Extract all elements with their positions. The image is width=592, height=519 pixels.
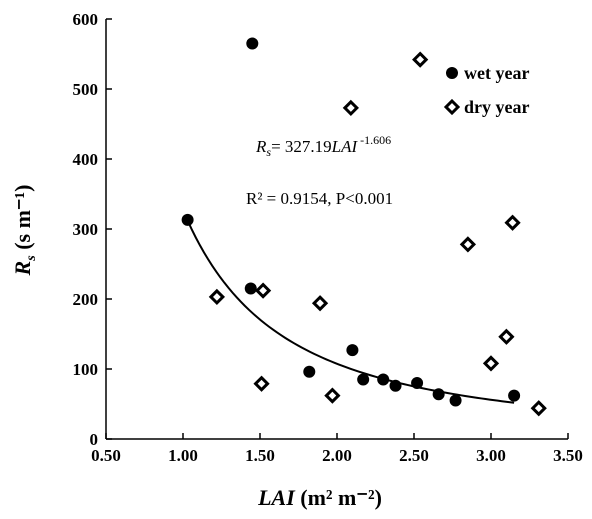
dry-year-point <box>459 236 477 253</box>
dry-year-point <box>342 99 359 117</box>
fit-curve <box>186 220 515 404</box>
wet-year-point <box>181 213 194 226</box>
dry-year-point <box>253 375 270 392</box>
legend-dry-year-label: dry year <box>464 97 529 117</box>
x-tick-label: 2.50 <box>399 446 429 465</box>
wet-year-point <box>377 373 390 386</box>
legend-dry-year-marker <box>443 98 461 116</box>
wet-year-point <box>244 282 257 295</box>
wet-year-point <box>246 37 259 50</box>
y-tick-label: 0 <box>90 430 99 449</box>
legend: wet year dry year <box>443 63 529 117</box>
fit-equation: Rs= 327.19LAI -1.606 <box>255 133 391 159</box>
dry-year-point <box>530 400 547 417</box>
fit-statistics: R² = 0.9154, P<0.001 <box>246 189 393 208</box>
dry-year-point <box>208 288 226 306</box>
dry-year-point <box>311 295 329 312</box>
dry-year-point <box>324 387 341 404</box>
x-tick-label: 3.00 <box>476 446 506 465</box>
dry-year-point <box>254 282 272 299</box>
y-tick-label: 300 <box>73 220 99 239</box>
y-axis-title: Rs (s m⁻¹) <box>10 185 39 277</box>
wet-year-point <box>357 373 370 386</box>
y-tick-label: 500 <box>73 80 99 99</box>
dry-year-point <box>482 355 500 372</box>
y-tick-label: 400 <box>73 150 99 169</box>
wet-year-point <box>432 388 445 401</box>
dry-year-point <box>504 214 521 231</box>
legend-wet-year-label: wet year <box>464 63 529 83</box>
x-tick-label: 2.00 <box>322 446 352 465</box>
dry-year-point <box>412 51 429 68</box>
y-tick-label: 200 <box>73 290 99 309</box>
x-tick-label: 1.50 <box>245 446 275 465</box>
wet-year-point <box>449 394 462 407</box>
data-points <box>181 37 547 417</box>
x-tick-label: 1.00 <box>168 446 198 465</box>
x-tick-label: 0.50 <box>91 446 121 465</box>
wet-year-point <box>389 379 402 392</box>
dry-year-point <box>498 328 515 345</box>
x-tick-label: 3.50 <box>553 446 583 465</box>
y-tick-label: 600 <box>73 10 99 29</box>
legend-wet-year-marker <box>446 67 458 79</box>
wet-year-point <box>303 365 316 378</box>
x-axis-title: LAI (m² m⁻²) <box>257 485 382 510</box>
wet-year-point <box>346 344 359 357</box>
wet-year-point <box>508 389 521 402</box>
axes: 0 100 200 300 400 500 600 0.50 1.00 1.50 2.00 2.50 3… <box>73 10 583 465</box>
fit-curve-group <box>186 220 515 404</box>
wet-year-point <box>411 377 424 389</box>
y-tick-label: 100 <box>73 360 99 379</box>
